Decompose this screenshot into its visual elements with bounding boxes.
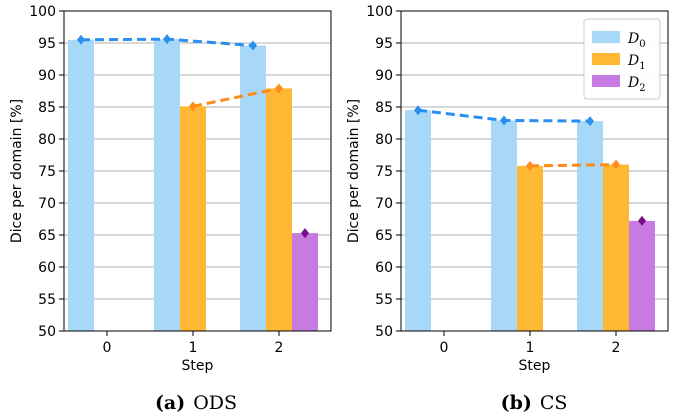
series-point-D2 <box>638 215 646 226</box>
y-tick-label: 80 <box>38 132 56 148</box>
y-tick-label: 90 <box>38 68 56 84</box>
y-tick-label: 60 <box>375 260 393 276</box>
y-tick-label: 70 <box>38 196 56 212</box>
legend-swatch-D0 <box>592 31 620 43</box>
bar-D0-step-2 <box>240 45 266 332</box>
y-tick-label: 55 <box>38 292 56 308</box>
series-line-D1 <box>529 163 617 168</box>
bar-D0-step-2 <box>577 121 603 331</box>
caption-letter: (a) <box>155 392 185 414</box>
subfigure-caption: (a) ODS <box>155 392 237 414</box>
series-point-D0 <box>249 40 257 51</box>
bar-D1-step-1 <box>180 106 206 331</box>
series-point-D0 <box>586 116 594 127</box>
bar-D0-step-1 <box>154 39 180 331</box>
y-tick-label: 65 <box>375 228 393 244</box>
x-tick-label: 2 <box>612 340 621 356</box>
legend-label-sub: 0 <box>639 39 645 50</box>
chart-panel-ods: 50 55 60 65 70 75 80 85 90 95 100 0 1 2 Step Dice per d… <box>9 4 332 414</box>
legend-swatch-D1 <box>592 53 620 65</box>
series-point-D0 <box>500 115 508 126</box>
x-axis-label: Step <box>182 358 214 374</box>
series-point-D0 <box>77 34 85 45</box>
legend-label-D2: D2 <box>627 75 646 94</box>
chart-panel-cs: 50 55 60 65 70 75 80 85 90 95 100 0 1 2 Step Dice per d… <box>346 4 669 414</box>
y-tick-label: 85 <box>375 100 393 116</box>
y-tick-label: 65 <box>38 228 56 244</box>
series-point-D1 <box>526 160 534 171</box>
bar-D0-step-0 <box>68 39 94 332</box>
legend-label-D0: D0 <box>627 31 646 50</box>
y-tick-label: 90 <box>375 68 393 84</box>
series-point-D1 <box>189 101 197 112</box>
legend-label-name: D <box>627 31 639 47</box>
y-tick-label: 55 <box>375 292 393 308</box>
bar-D2-step-2 <box>629 220 655 331</box>
x-tick-label: 0 <box>103 340 112 356</box>
legend-label-sub: 1 <box>639 61 645 72</box>
y-tick-label: 95 <box>38 36 56 52</box>
subfigure-caption: (b) CS <box>501 392 568 414</box>
series-line-D1 <box>192 86 280 108</box>
series-point-D2 <box>301 228 309 239</box>
y-tick-label: 75 <box>38 164 56 180</box>
bar-D0-step-0 <box>405 110 431 331</box>
caption-name: ODS <box>193 392 237 414</box>
bar-D2-step-2 <box>292 233 318 331</box>
caption-letter: (b) <box>501 392 532 414</box>
x-tick-label: 1 <box>189 340 198 356</box>
legend-label-sub: 2 <box>639 83 645 94</box>
y-tick-label: 100 <box>29 4 56 20</box>
y-tick-label: 70 <box>375 196 393 212</box>
bar-D1-step-1 <box>517 165 543 331</box>
y-tick-label: 50 <box>38 324 56 340</box>
y-tick-label: 95 <box>375 36 393 52</box>
bar-D1-step-2 <box>266 88 292 331</box>
caption-name: CS <box>540 392 568 414</box>
y-axis-label: Dice per domain [%] <box>9 99 25 243</box>
x-tick-label: 2 <box>275 340 284 356</box>
y-tick-label: 85 <box>38 100 56 116</box>
y-axis-label: Dice per domain [%] <box>346 99 362 243</box>
series-point-D1 <box>612 159 620 170</box>
y-tick-label: 100 <box>366 4 393 20</box>
x-axis-label: Step <box>519 358 551 374</box>
bar-D1-step-2 <box>603 164 629 331</box>
legend-label-name: D <box>627 53 639 69</box>
series-point-D0 <box>414 105 422 116</box>
y-tick-label: 80 <box>375 132 393 148</box>
x-tick-label: 1 <box>526 340 535 356</box>
y-tick-label: 75 <box>375 164 393 180</box>
legend-label-name: D <box>627 75 639 91</box>
y-tick-label: 50 <box>375 324 393 340</box>
series-point-D1 <box>275 83 283 94</box>
series-point-D0 <box>163 34 171 45</box>
bar-D0-step-1 <box>491 120 517 331</box>
legend-swatch-D2 <box>592 75 620 87</box>
y-tick-label: 60 <box>38 260 56 276</box>
legend-label-D1: D1 <box>627 53 646 72</box>
x-tick-label: 0 <box>440 340 449 356</box>
